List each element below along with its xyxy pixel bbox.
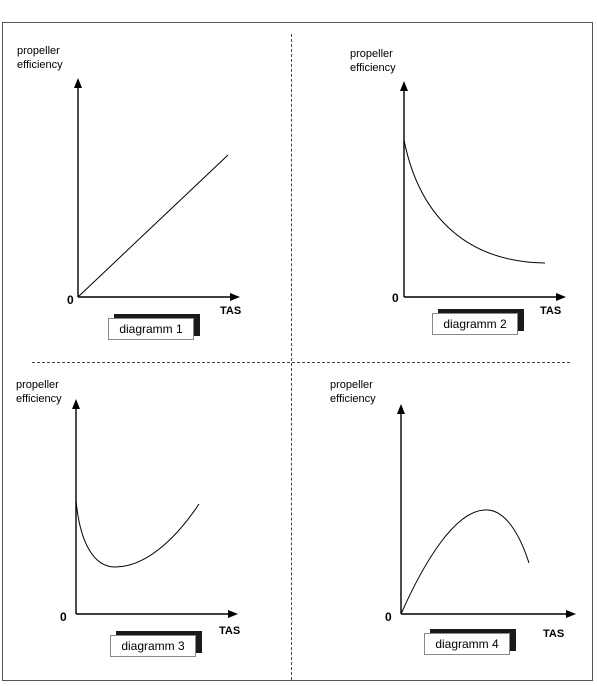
y-axis-arrowhead (72, 399, 80, 409)
diagram-caption: diagramm 2 (432, 313, 518, 335)
caption-box: diagramm 4 (424, 629, 516, 657)
x-axis-arrowhead (230, 293, 240, 301)
x-axis-label: TAS (220, 305, 242, 317)
origin-label: 0 (67, 293, 74, 307)
x-axis-arrowhead (228, 610, 238, 618)
y-axis-label: propeller efficiency (17, 44, 63, 72)
efficiency-curve (75, 499, 200, 568)
x-axis-arrowhead (566, 610, 576, 618)
origin-label: 0 (385, 610, 392, 624)
y-axis-arrowhead (397, 404, 405, 414)
caption-box: diagramm 2 (432, 309, 524, 337)
diagram-3-plot (72, 399, 238, 618)
diagram-caption: diagramm 3 (110, 635, 196, 657)
x-axis-label: TAS (219, 625, 241, 637)
vertical-divider (291, 34, 292, 680)
x-axis-label: TAS (540, 305, 562, 317)
diagram-caption: diagramm 4 (424, 633, 510, 655)
x-axis-label: TAS (543, 628, 565, 640)
y-axis-label-line1: propeller (330, 379, 373, 391)
diagram-caption: diagramm 1 (108, 318, 194, 340)
efficiency-curve (77, 154, 229, 298)
y-axis-label-line2: efficiency (330, 393, 376, 405)
x-axis-arrowhead (556, 293, 566, 301)
y-axis-label: propeller efficiency (350, 47, 396, 75)
caption-box: diagramm 1 (108, 314, 200, 342)
y-axis-label-line2: efficiency (16, 393, 62, 405)
y-axis-label-line1: propeller (17, 45, 60, 57)
y-axis-label: propeller efficiency (330, 378, 376, 406)
caption-box: diagramm 3 (110, 631, 202, 659)
y-axis-label: propeller efficiency (16, 378, 62, 406)
diagram-1-plot (74, 78, 240, 301)
y-axis-label-line1: propeller (350, 48, 393, 60)
y-axis-arrowhead (74, 78, 82, 88)
y-axis-label-line2: efficiency (17, 59, 63, 71)
figure-frame (2, 22, 593, 681)
diagram-2-plot (400, 81, 566, 301)
y-axis-label-line2: efficiency (350, 62, 396, 74)
y-axis-label-line1: propeller (16, 379, 59, 391)
origin-label: 0 (60, 610, 67, 624)
efficiency-curve (403, 139, 546, 264)
horizontal-divider (32, 362, 570, 363)
efficiency-curve (400, 509, 530, 615)
y-axis-arrowhead (400, 81, 408, 91)
origin-label: 0 (392, 291, 399, 305)
